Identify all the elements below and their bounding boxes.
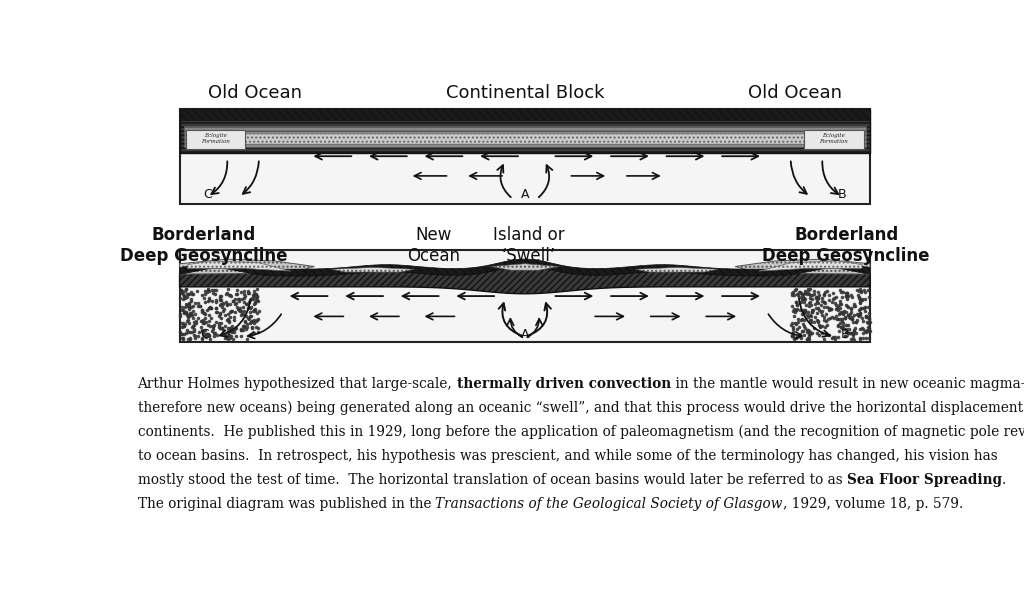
Text: Borderland
Deep Geosyncline: Borderland Deep Geosyncline: [763, 226, 930, 265]
Text: B: B: [841, 328, 849, 341]
Text: Island or
‘Swell’: Island or ‘Swell’: [493, 226, 564, 265]
Text: New
Ocean: New Ocean: [407, 226, 460, 265]
Text: mostly stood the test of time.  The horizontal translation of ocean basins would: mostly stood the test of time. The horiz…: [137, 473, 847, 487]
Text: , 1929, volume 18, p. 579.: , 1929, volume 18, p. 579.: [782, 497, 963, 511]
Text: Arthur Holmes hypothesized that large-scale,: Arthur Holmes hypothesized that large-sc…: [137, 377, 457, 391]
Text: .: .: [1001, 473, 1006, 487]
Text: continents.  He published this in 1929, long before the application of paleomagn: continents. He published this in 1929, l…: [137, 425, 1024, 439]
Text: Eclogite
Formation: Eclogite Formation: [202, 133, 230, 144]
Text: thermally driven convection: thermally driven convection: [457, 377, 671, 391]
Text: in the mantle would result in new oceanic magma-crust (and: in the mantle would result in new oceani…: [671, 377, 1024, 391]
Polygon shape: [332, 268, 415, 272]
Text: Old Ocean: Old Ocean: [208, 84, 302, 102]
Text: B: B: [838, 188, 847, 202]
Bar: [183, 126, 866, 147]
Polygon shape: [179, 266, 870, 294]
Text: therefore new oceans) being generated along an oceanic “swell”, and that this pr: therefore new oceans) being generated al…: [137, 401, 1024, 415]
Text: C: C: [201, 328, 209, 341]
Text: Sea Floor Spreading: Sea Floor Spreading: [847, 473, 1001, 487]
Bar: [804, 130, 863, 149]
Text: Eclogite
Formation: Eclogite Formation: [819, 133, 848, 144]
Bar: [179, 109, 870, 121]
Polygon shape: [490, 264, 559, 270]
Text: C: C: [203, 188, 212, 202]
Text: The original diagram was published in the: The original diagram was published in th…: [137, 497, 435, 511]
Bar: [187, 134, 862, 144]
Text: to ocean basins.  In retrospect, his hypothesis was prescient, and while some of: to ocean basins. In retrospect, his hypo…: [137, 449, 997, 463]
Text: Continental Block: Continental Block: [445, 84, 604, 102]
Bar: [179, 109, 870, 152]
Bar: [179, 250, 870, 342]
Text: A: A: [520, 188, 529, 202]
Text: Transactions of the Geological Society of Glasgow: Transactions of the Geological Society o…: [435, 497, 782, 511]
Polygon shape: [635, 268, 718, 272]
Text: A: A: [520, 328, 529, 341]
Polygon shape: [187, 261, 291, 271]
Polygon shape: [735, 259, 870, 275]
Bar: [179, 109, 870, 203]
Polygon shape: [759, 261, 862, 271]
Text: Old Ocean: Old Ocean: [748, 84, 842, 102]
Text: Borderland
Deep Geosyncline: Borderland Deep Geosyncline: [120, 226, 287, 265]
Polygon shape: [179, 259, 314, 275]
Bar: [186, 130, 246, 149]
Polygon shape: [179, 259, 870, 275]
